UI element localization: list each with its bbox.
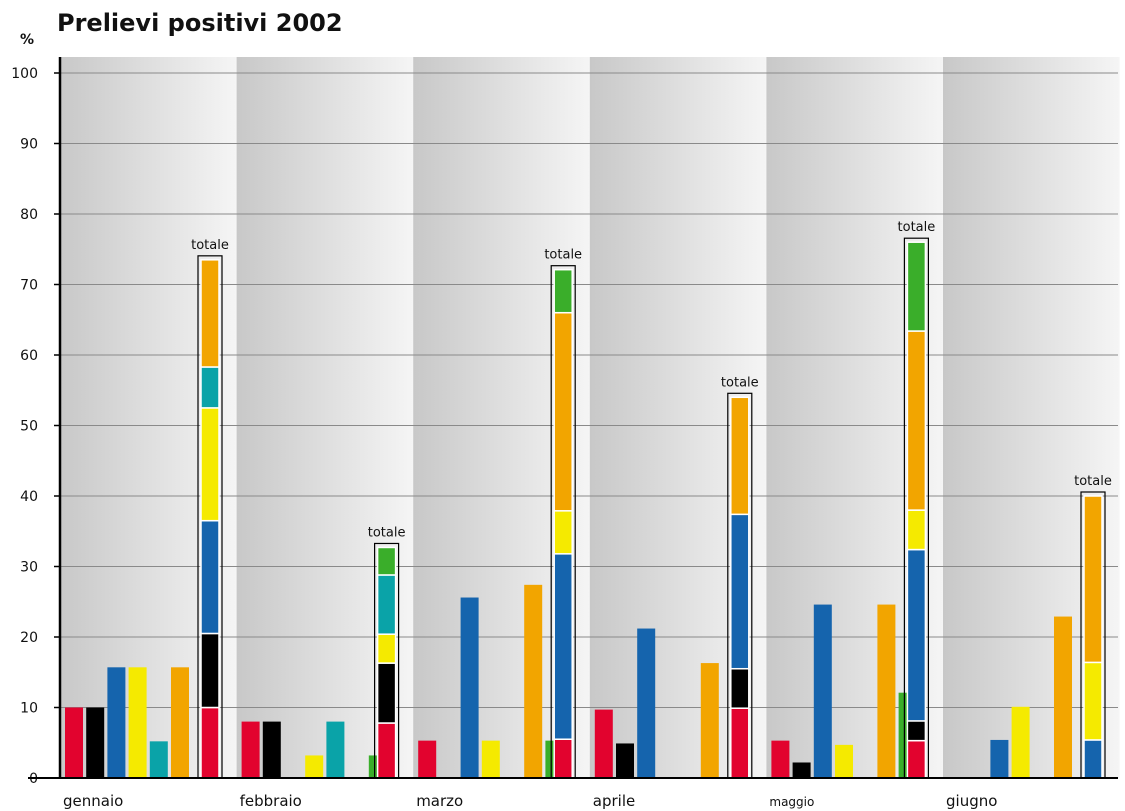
bar: [262, 721, 281, 778]
total-segment: [730, 513, 750, 670]
y-axis-unit: %: [20, 32, 34, 48]
month-label: giugno: [946, 792, 997, 810]
month-label: gennaio: [63, 792, 123, 810]
bar: [990, 739, 1009, 778]
total-segment: [730, 707, 750, 779]
total-segment: [1083, 661, 1103, 741]
month-labels: gennaio febbraio marzo aprile maggio giugno: [63, 792, 997, 810]
bar: [594, 709, 613, 778]
total-segment: [376, 574, 397, 635]
gridlines: [60, 72, 1118, 708]
total-segment: [376, 546, 397, 576]
bar: [1054, 616, 1072, 778]
bar: [616, 743, 634, 778]
total-segment: [200, 706, 220, 779]
bar: [877, 604, 896, 778]
bar: [326, 721, 345, 778]
total-segment: [730, 396, 750, 516]
bar: [418, 740, 437, 778]
bar: [128, 667, 147, 778]
total-stacks: totale totale totale totale totale totale: [191, 220, 1112, 779]
total-segment: [553, 738, 573, 779]
total-segment: [200, 632, 220, 709]
total-segment: [730, 667, 750, 709]
total-segment: [200, 366, 220, 409]
month-label: marzo: [416, 792, 463, 810]
month-bands: [60, 57, 1120, 778]
total-label: totale: [1074, 474, 1112, 489]
bar: [241, 721, 260, 778]
total-segment: [906, 739, 927, 779]
total-segment: [906, 720, 927, 742]
bars: [65, 584, 1072, 778]
total-segment: [906, 509, 927, 551]
total-label: totale: [721, 375, 759, 390]
bar: [835, 744, 853, 778]
total-segment: [906, 330, 927, 511]
y-tick-label: 100: [11, 66, 38, 82]
total-segment: [376, 722, 397, 779]
y-tick-label: 40: [20, 489, 38, 505]
total-segment: [376, 662, 397, 724]
y-tick-label: 50: [20, 419, 38, 435]
y-tick-label: 70: [20, 278, 38, 294]
bar: [813, 604, 832, 778]
bar: [771, 740, 790, 778]
bar: [65, 707, 83, 778]
total-label: totale: [368, 525, 406, 540]
total-segment: [906, 241, 927, 332]
y-tick-label: 80: [20, 207, 38, 223]
bar: [460, 597, 479, 778]
total-segment: [200, 407, 220, 522]
bar: [107, 667, 126, 778]
y-tick-label: 20: [20, 630, 38, 646]
bar: [305, 755, 324, 778]
bar: [1011, 706, 1030, 778]
bar: [637, 628, 656, 778]
y-tick-labels: 0102030405060708090100: [11, 66, 60, 787]
y-tick-label: 30: [20, 560, 38, 576]
total-segment: [1083, 495, 1103, 664]
bar: [171, 667, 189, 778]
bar: [481, 740, 500, 778]
bar: [149, 741, 168, 778]
total-segment: [553, 553, 573, 740]
bar: [792, 762, 811, 778]
month-label: aprile: [593, 792, 635, 810]
total-segment: [553, 268, 573, 314]
bar: [700, 663, 719, 778]
total-segment: [376, 633, 397, 664]
total-segment: [200, 259, 220, 368]
total-segment: [906, 548, 927, 722]
total-segment: [200, 519, 220, 635]
y-tick-label: 90: [20, 137, 38, 153]
bar: [524, 584, 543, 778]
total-label: totale: [191, 238, 229, 253]
month-label: maggio: [769, 795, 814, 809]
total-segment: [553, 510, 573, 555]
month-label: febbraio: [240, 792, 302, 810]
bar: [86, 707, 105, 778]
total-segment: [553, 311, 573, 512]
y-tick-label: 10: [20, 701, 38, 717]
total-label: totale: [544, 248, 582, 263]
total-label: totale: [898, 220, 936, 235]
y-tick-label: 60: [20, 348, 38, 364]
chart-title: Prelievi positivi 2002: [57, 9, 343, 37]
total-segment: [1083, 739, 1103, 779]
